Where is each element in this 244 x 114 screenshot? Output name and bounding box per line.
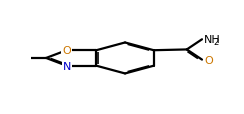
Text: O: O xyxy=(205,55,214,65)
Text: N: N xyxy=(62,61,71,71)
Text: 2: 2 xyxy=(213,37,219,46)
Text: NH: NH xyxy=(204,35,221,44)
Text: O: O xyxy=(62,46,71,56)
